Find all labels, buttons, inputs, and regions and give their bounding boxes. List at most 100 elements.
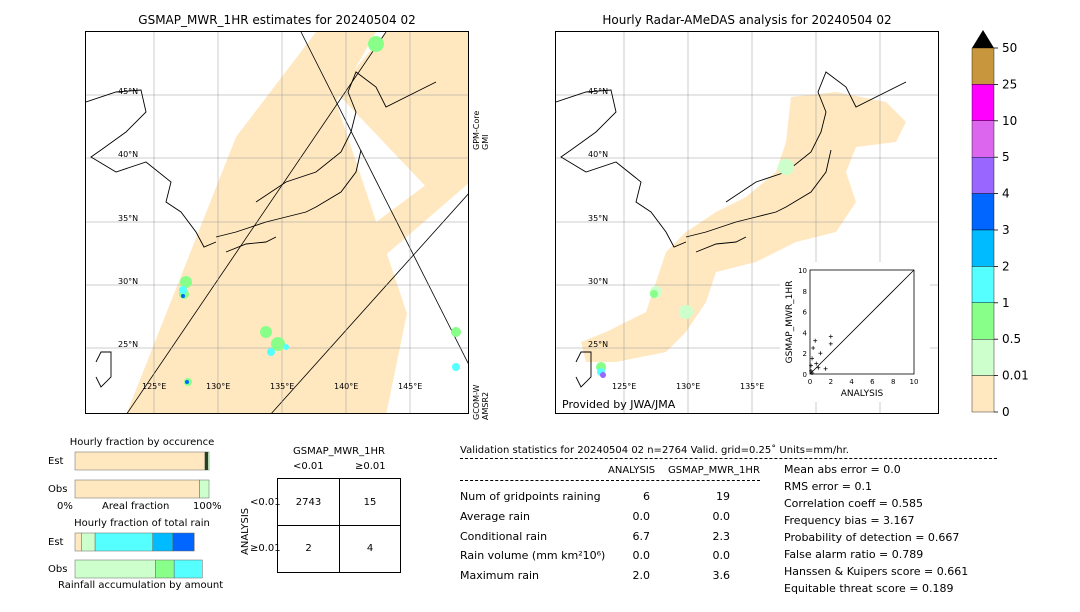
lat-label: 25°N (118, 340, 138, 349)
contingency-title: GSMAP_MWR_1HR (293, 446, 385, 457)
validation-divider (460, 458, 997, 459)
scatter-plot: 0 2 4 6 8 10 0 2 4 6 8 10 ANALYSIS GSMAP_MWR_1HR (785, 267, 919, 399)
stat-analysis: 6 (643, 490, 650, 503)
occurrence-row-obs: Obs (48, 484, 68, 495)
total-footer: Rainfall accumulation by amount (58, 580, 224, 591)
lat-label: 30°N (588, 277, 608, 286)
colorbar-label: 0.01 (1002, 369, 1029, 383)
occurrence-bar-segment (199, 479, 210, 499)
colorbar-label: 0 (1002, 405, 1010, 419)
scatter-y-tick: 8 (803, 288, 807, 296)
scatter-y-tick: 0 (803, 371, 807, 379)
occurrence-chart (74, 451, 210, 499)
lon-label: 140°E (334, 382, 358, 391)
occurrence-bar-marker (205, 452, 208, 470)
colorbar-segment (971, 302, 995, 340)
occurrence-row-est: Est (48, 456, 64, 467)
score: Mean abs error = 0.0 (784, 463, 901, 476)
scatter-x-tick: 6 (870, 378, 875, 386)
total-bar-segment (74, 532, 82, 552)
lon-label: 125°E (612, 382, 636, 391)
score: RMS error = 0.1 (784, 480, 872, 493)
lon-label: 125°E (142, 382, 166, 391)
diagonal-line (809, 269, 915, 375)
colorbar-segment (971, 193, 995, 231)
lat-label: 30°N (118, 277, 138, 286)
total-bar-segment (81, 532, 96, 552)
total-row-est: Est (48, 537, 64, 548)
credit-text: Provided by JWA/JMA (562, 398, 676, 411)
colorbar-label: 0.5 (1002, 332, 1021, 346)
left-map-title: GSMAP_MWR_1HR estimates for 20240504 02 (138, 13, 416, 27)
scatter-x-tick: 2 (829, 378, 833, 386)
colorbar: 50 25 10 5 4 3 2 1 0.5 0.01 0 (970, 30, 1050, 420)
scatter-point (810, 370, 815, 375)
scatter-point (809, 368, 814, 373)
colorbar-segment (971, 266, 995, 303)
lat-label: 40°N (588, 150, 608, 159)
colorbar-segment (971, 84, 995, 122)
colorbar-label: 25 (1002, 77, 1017, 91)
colorbar-segment (971, 47, 995, 85)
colorbar-label: 10 (1002, 114, 1017, 128)
analysis-coverage (581, 92, 906, 362)
stat-label: Num of gridpoints raining (460, 490, 601, 503)
lat-label: 45°N (118, 87, 138, 96)
scatter-point (816, 365, 821, 370)
lon-label: 130°E (676, 382, 700, 391)
lat-label: 25°N (588, 340, 608, 349)
stat-analysis: 0.0 (632, 510, 651, 523)
total-bar-segment (155, 559, 175, 579)
total-bar-segment (172, 532, 195, 552)
colorbar-label: 5 (1002, 150, 1010, 164)
scatter-y-tick: 6 (803, 309, 808, 317)
scatter-point (823, 366, 828, 371)
scatter-x-tick: 10 (910, 378, 919, 386)
total-bar-segment (152, 532, 174, 552)
scatter-point (811, 346, 816, 350)
swath-fill (126, 32, 441, 413)
stat-label: Conditional rain (460, 530, 548, 543)
lon-label: 135°E (740, 382, 764, 391)
scatter-y-tick: 2 (803, 350, 807, 358)
lon-label: 135°E (270, 382, 294, 391)
colorbar-svg: 50 25 10 5 4 3 2 1 0.5 0.01 0 (971, 30, 1029, 419)
score: Correlation coeff = 0.585 (784, 497, 923, 510)
stat-label: Rain volume (mm km²10⁶) (460, 549, 606, 562)
stat-gsmap: 0.0 (712, 549, 731, 562)
total-title: Hourly fraction of total rain (74, 518, 210, 529)
scatter-point (810, 356, 815, 361)
contingency-cell: 2743 (295, 497, 322, 508)
lat-label: 35°N (118, 214, 138, 223)
stat-label: Maximum rain (460, 569, 539, 582)
lat-label: 45°N (588, 87, 608, 96)
validation-col-gsmap: GSMAP_MWR_1HR (668, 465, 760, 476)
scatter-ylabel: GSMAP_MWR_1HR (785, 281, 795, 364)
validation-col-analysis: ANALYSIS (608, 465, 656, 476)
left-map: 45°N 40°N 35°N 30°N 25°N 125°E 130°E 135… (85, 31, 469, 414)
colorbar-label: 3 (1002, 223, 1010, 237)
stat-label: Average rain (460, 510, 530, 523)
occurrence-title: Hourly fraction by occurence (69, 437, 215, 448)
score: False alarm ratio = 0.789 (784, 548, 924, 561)
score: Probability of detection = 0.667 (784, 531, 960, 544)
colorbar-segment (971, 156, 995, 194)
colorbar-label: 4 (1002, 187, 1010, 201)
contingency-row-lt: <0.01 (250, 497, 281, 508)
colorbar-label: 2 (1002, 259, 1010, 273)
scatter-point (828, 334, 833, 339)
scatter-point (828, 341, 833, 346)
contingency-table: 2743 15 2 4 (277, 478, 401, 573)
right-map-canvas: 45°N 40°N 35°N 30°N 25°N 125°E 130°E 135… (556, 32, 938, 413)
sat-label-bottom: GCOM-W AMSR2 (472, 384, 490, 420)
stat-gsmap: 2.3 (712, 530, 731, 543)
left-map-canvas: 45°N 40°N 35°N 30°N 25°N 125°E 130°E 135… (86, 32, 468, 413)
colorbar-segment (971, 120, 995, 158)
total-bar-segment (74, 559, 156, 579)
contingency-cell: 4 (366, 543, 374, 554)
stat-gsmap: 3.6 (712, 569, 731, 582)
right-map-title: Hourly Radar-AMeDAS analysis for 2024050… (602, 13, 892, 27)
scatter-x-tick: 8 (891, 378, 895, 386)
scatter-x-tick: 4 (849, 378, 854, 386)
colorbar-label: 1 (1002, 296, 1010, 310)
